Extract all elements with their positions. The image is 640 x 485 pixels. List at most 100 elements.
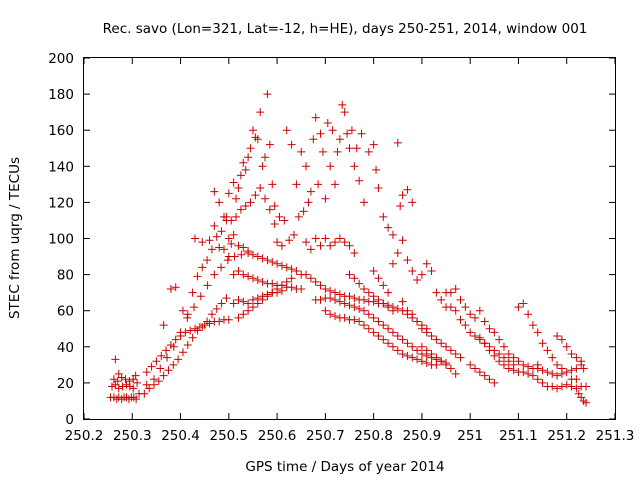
data-point xyxy=(188,333,197,342)
data-point xyxy=(475,306,484,315)
data-point xyxy=(275,212,284,221)
data-point xyxy=(437,339,446,348)
data-point xyxy=(350,303,359,312)
data-point xyxy=(393,138,402,147)
data-point xyxy=(345,144,354,153)
data-point xyxy=(553,360,562,369)
data-point xyxy=(321,194,330,203)
data-point xyxy=(163,353,172,362)
data-point xyxy=(190,303,199,312)
data-point xyxy=(256,183,265,192)
data-point xyxy=(224,315,233,324)
data-point xyxy=(263,256,272,265)
data-point xyxy=(224,234,233,243)
data-point xyxy=(446,346,455,355)
data-point xyxy=(198,238,207,247)
data-point xyxy=(326,241,335,250)
data-point xyxy=(538,378,547,387)
data-point xyxy=(364,147,373,156)
data-point xyxy=(461,303,470,312)
data-point xyxy=(195,322,204,331)
data-point xyxy=(335,135,344,144)
data-point xyxy=(567,350,576,359)
data-point xyxy=(369,328,378,337)
data-point xyxy=(118,382,127,391)
data-point xyxy=(331,238,340,247)
data-point xyxy=(149,375,158,384)
data-point xyxy=(248,126,257,135)
data-point xyxy=(456,353,465,362)
data-point xyxy=(355,279,364,288)
plot-frame xyxy=(83,57,616,420)
data-point xyxy=(451,369,460,378)
data-point xyxy=(417,350,426,359)
data-point xyxy=(157,351,166,360)
data-point xyxy=(403,339,412,348)
data-point xyxy=(142,368,151,377)
data-point xyxy=(287,274,296,283)
data-point xyxy=(166,285,175,294)
x-tick-label: 250.7 xyxy=(306,428,345,444)
data-point xyxy=(248,250,257,259)
data-point xyxy=(553,371,562,380)
data-point xyxy=(302,238,311,247)
data-point xyxy=(514,357,523,366)
data-point xyxy=(432,360,441,369)
data-point xyxy=(273,238,282,247)
data-point xyxy=(273,259,282,268)
chart-title: Rec. savo (Lon=321, Lat=-12, h=HE), days… xyxy=(103,21,588,37)
data-point xyxy=(466,310,475,319)
data-point xyxy=(519,360,528,369)
data-point xyxy=(403,185,412,194)
x-axis-label: GPS time / Days of year 2014 xyxy=(245,459,444,475)
data-point xyxy=(480,339,489,348)
data-point xyxy=(357,129,366,138)
data-point xyxy=(253,135,262,144)
data-point xyxy=(331,180,340,189)
data-point xyxy=(471,313,480,322)
data-point xyxy=(466,360,475,369)
data-point xyxy=(422,359,431,368)
data-point xyxy=(154,377,163,386)
data-point xyxy=(533,328,542,337)
data-point xyxy=(572,353,581,362)
data-point xyxy=(388,342,397,351)
data-point xyxy=(422,328,431,337)
data-point xyxy=(265,140,274,149)
x-tick-label: 250.5 xyxy=(209,428,248,444)
data-point xyxy=(229,178,238,187)
data-point xyxy=(292,180,301,189)
data-point xyxy=(277,241,286,250)
data-point xyxy=(374,295,383,304)
data-point xyxy=(236,171,245,180)
data-point xyxy=(229,299,238,308)
data-point xyxy=(562,380,571,389)
data-point xyxy=(499,353,508,362)
data-point xyxy=(384,288,393,297)
data-point xyxy=(248,303,257,312)
data-point xyxy=(408,198,417,207)
data-point xyxy=(384,223,393,232)
x-tick-label: 250.4 xyxy=(161,428,200,444)
data-point xyxy=(567,375,576,384)
data-point xyxy=(256,108,265,117)
data-point xyxy=(316,281,325,290)
data-point xyxy=(393,304,402,313)
data-point xyxy=(244,306,253,315)
data-point xyxy=(417,342,426,351)
data-point xyxy=(343,129,352,138)
data-point xyxy=(451,306,460,315)
data-point xyxy=(350,294,359,303)
data-point xyxy=(413,317,422,326)
data-point xyxy=(355,176,364,185)
data-point xyxy=(553,384,562,393)
data-point xyxy=(287,265,296,274)
data-point xyxy=(369,313,378,322)
data-point xyxy=(331,288,340,297)
data-point xyxy=(258,254,267,263)
data-point xyxy=(485,346,494,355)
data-point xyxy=(287,140,296,149)
data-point xyxy=(253,252,262,261)
x-tick-label: 251 xyxy=(457,428,483,444)
data-point xyxy=(203,281,212,290)
